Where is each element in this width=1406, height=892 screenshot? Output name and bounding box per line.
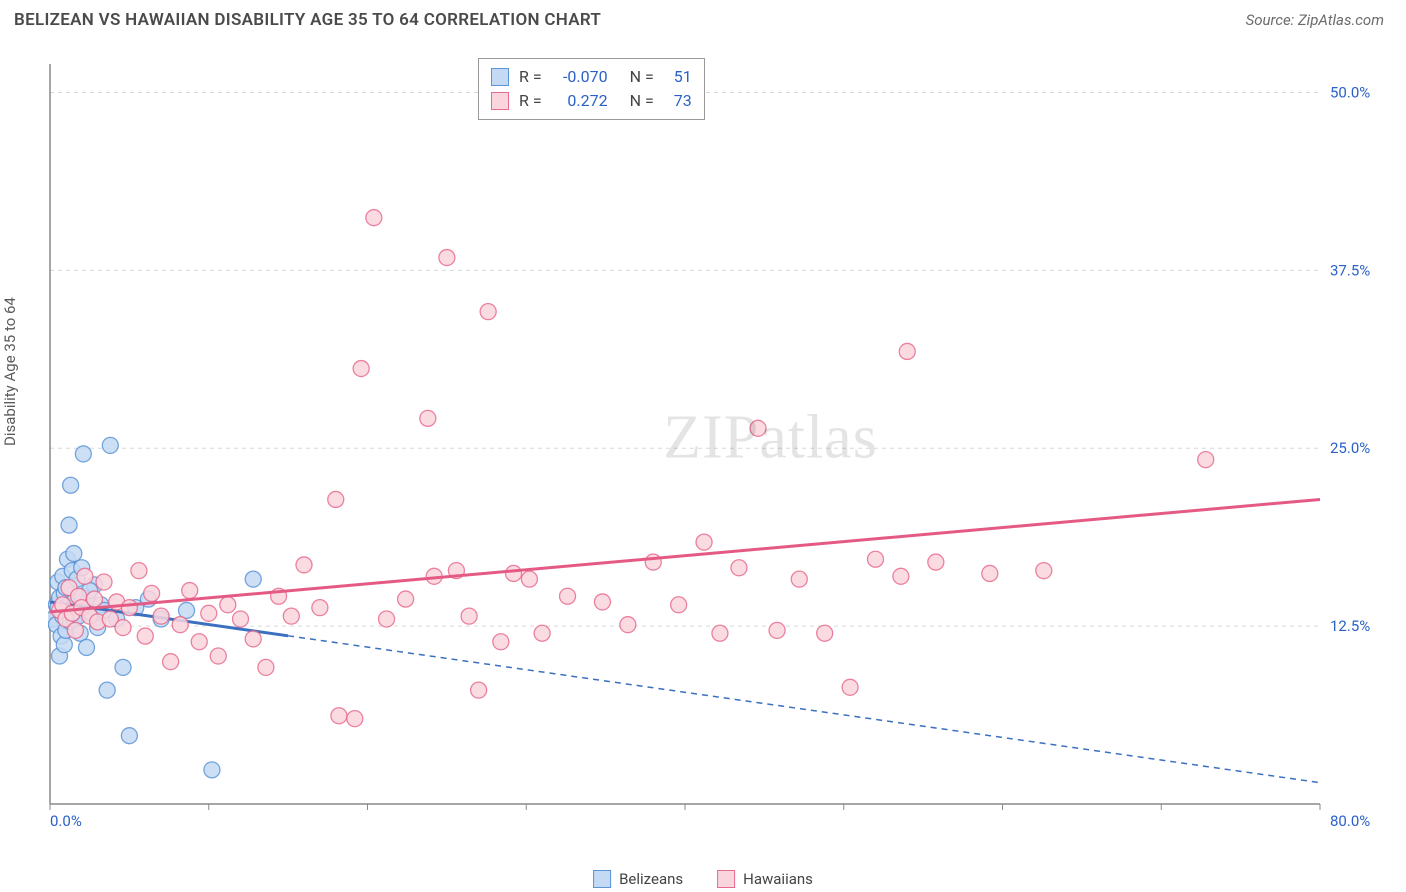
stat-legend-row: R = -0.070 N = 51 xyxy=(491,65,692,89)
stat-legend: R = -0.070 N = 51 R = 0.272 N = 73 xyxy=(478,58,705,120)
svg-text:12.5%: 12.5% xyxy=(1330,617,1370,635)
stat-r-label: R = xyxy=(519,65,542,89)
legend-label: Hawaiians xyxy=(743,870,813,888)
legend-label: Belizeans xyxy=(619,870,683,888)
legend-swatch xyxy=(593,870,611,888)
stat-legend-row: R = 0.272 N = 73 xyxy=(491,89,692,113)
svg-text:25.0%: 25.0% xyxy=(1330,439,1370,457)
stat-r-value: -0.070 xyxy=(552,65,608,89)
stat-n-label: N = xyxy=(630,65,654,89)
chart-title: BELIZEAN VS HAWAIIAN DISABILITY AGE 35 T… xyxy=(14,10,601,30)
stat-n-value: 51 xyxy=(664,65,692,89)
chart-area: 12.5% 25.0% 37.5% 50.0% 0.0% 80.0% R = -0.070 N… xyxy=(48,56,1386,852)
stat-n-value: 73 xyxy=(664,89,692,113)
legend-swatch xyxy=(491,92,509,110)
legend-item: Hawaiians xyxy=(717,870,813,888)
legend-swatch xyxy=(717,870,735,888)
y-axis-label: Disability Age 35 to 64 xyxy=(1,297,19,446)
scatter-chart-svg: 12.5% 25.0% 37.5% 50.0% 0.0% 80.0% xyxy=(48,56,1384,832)
svg-text:50.0%: 50.0% xyxy=(1330,83,1370,101)
svg-text:0.0%: 0.0% xyxy=(50,812,82,830)
stat-r-value: 0.272 xyxy=(552,89,608,113)
svg-text:80.0%: 80.0% xyxy=(1330,812,1370,830)
legend-bottom: Belizeans Hawaiians xyxy=(593,870,813,888)
legend-swatch xyxy=(491,68,509,86)
stat-r-label: R = xyxy=(519,89,542,113)
svg-text:37.5%: 37.5% xyxy=(1330,261,1370,279)
stat-n-label: N = xyxy=(630,89,654,113)
chart-source: Source: ZipAtlas.com xyxy=(1246,11,1384,29)
legend-item: Belizeans xyxy=(593,870,683,888)
chart-header: BELIZEAN VS HAWAIIAN DISABILITY AGE 35 T… xyxy=(0,0,1406,36)
